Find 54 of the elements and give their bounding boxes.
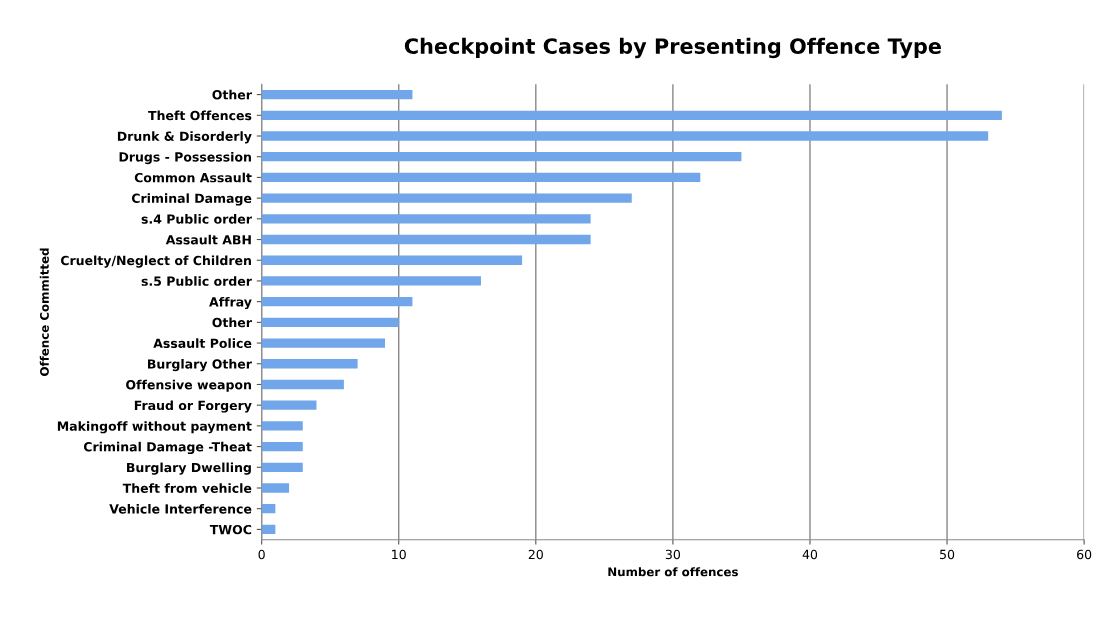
- y-tick-label: Criminal Damage: [131, 193, 252, 206]
- y-tick-label: Burglary Dwelling: [127, 462, 251, 475]
- bar: [261, 172, 701, 183]
- x-tick-label: 0: [258, 549, 265, 560]
- bar: [261, 379, 344, 390]
- x-tick-label: 60: [1077, 549, 1092, 560]
- y-tick-label: Assault ABH: [165, 234, 251, 245]
- bar: [261, 131, 989, 141]
- bar: [261, 317, 399, 328]
- bar: [261, 255, 523, 265]
- y-tick-label: Assault Police: [153, 338, 252, 348]
- y-tick-label: Offensive weapon: [126, 379, 251, 392]
- y-tick-label: Theft from vehicle: [122, 483, 252, 493]
- y-tick-label: Theft Offences: [148, 110, 252, 121]
- bar: [261, 193, 632, 203]
- y-tick-label: Other: [212, 317, 252, 328]
- x-tick-label: 30: [665, 549, 681, 560]
- bar: [261, 524, 276, 535]
- x-axis-title: Number of offences: [608, 567, 738, 577]
- y-tick-label: Drunk & Disorderly: [117, 131, 252, 144]
- x-tick-label: 20: [528, 549, 543, 560]
- y-tick-label: Cruelty/Neglect of Children: [60, 255, 251, 268]
- bar: [261, 234, 591, 245]
- bar: [261, 214, 591, 224]
- x-tick-label: 40: [802, 549, 818, 560]
- bar: [261, 400, 317, 410]
- bar: [261, 338, 386, 348]
- bar: [261, 296, 413, 307]
- y-tick-label: Vehicle Interference: [109, 503, 252, 514]
- x-tick-label: 10: [392, 549, 406, 560]
- x-tick-label: 50: [940, 549, 955, 560]
- y-tick-label: TWOC: [209, 524, 252, 535]
- y-tick-label: Makingoff without payment: [57, 421, 252, 434]
- y-tick-label: Fraud or Forgery: [134, 400, 252, 413]
- y-tick-label: s.4 Public order: [141, 214, 252, 224]
- y-tick-label: Affray: [209, 296, 252, 310]
- bar: [261, 89, 413, 100]
- bar: [261, 359, 358, 369]
- y-tick-label: Burglary Other: [148, 359, 252, 372]
- bar: [261, 110, 1002, 120]
- bar: [261, 504, 276, 514]
- bar: [261, 462, 303, 472]
- y-tick-label: Criminal Damage -Theat: [83, 441, 252, 455]
- bar: [261, 152, 742, 162]
- bar: [261, 421, 303, 431]
- y-tick-label: s.5 Public order: [141, 276, 252, 286]
- y-axis-title: Offence Committed: [39, 248, 49, 376]
- y-tick-label: Other: [212, 89, 252, 100]
- bar: [261, 441, 303, 452]
- bar: [261, 483, 290, 493]
- y-tick-label: Drugs - Possession: [119, 151, 251, 165]
- bar: [261, 276, 481, 286]
- y-tick-label: Common Assault: [134, 172, 252, 183]
- chart-title: Checkpoint Cases by Presenting Offence Type: [404, 37, 941, 59]
